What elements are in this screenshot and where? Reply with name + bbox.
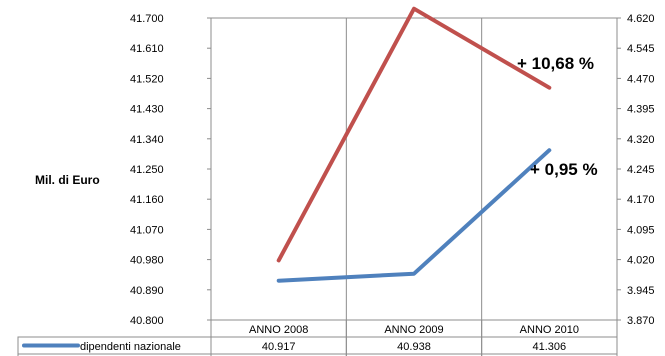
right-tick-label: 4.020 [627,255,655,267]
category-label: ANNO 2008 [249,324,308,336]
right-tick-label: 4.470 [627,73,655,85]
y-axis-label: Mil. di Euro [35,173,100,187]
series-lines [276,6,552,283]
left-tick-label: 41.610 [130,43,164,55]
series-line-dipendenti-nazionale [276,148,552,283]
category-label: ANNO 2009 [384,324,443,336]
data-table: ANNO 2008 ANNO 2009 ANNO 2010 dipendenti na… [17,319,618,356]
left-tick-label: 41.430 [130,104,164,116]
legend-cell-border [17,353,212,356]
left-tick-label: 40.800 [130,315,164,327]
value-cell-border [210,353,347,356]
data-label: 41.306 [533,341,567,353]
right-tick-label: 4.245 [627,164,655,176]
right-tick-label: 4.095 [627,224,655,236]
annotation-regionale: + 10,68 % [517,54,594,73]
left-tick-label: 41.250 [130,164,164,176]
right-tick-label: 4.545 [627,43,655,55]
right-tick-label: 4.395 [627,104,655,116]
left-tick-label: 40.890 [130,285,164,297]
right-tick-label: 4.620 [627,13,655,25]
value-cell-border [345,353,483,356]
right-tick-label: 4.170 [627,194,655,206]
category-label: ANNO 2010 [520,324,579,336]
left-tick-label: 41.160 [130,194,164,206]
right-tick-label: 4.320 [627,134,655,146]
right-axis-ticks: 3.870 3.945 4.020 4.095 4.170 4.245 4.320 4.395… [617,13,655,327]
left-tick-label: 41.070 [130,224,164,236]
series-line-dipendenti-regionale [276,6,552,263]
left-tick-label: 41.520 [130,73,164,85]
legend-label: dipendenti nazionale [80,341,181,353]
annotation-nazionale: + 0,95 % [530,160,598,179]
right-tick-label: 3.870 [627,315,655,327]
right-tick-label: 3.945 [627,285,655,297]
left-axis-ticks: 40.800 40.890 40.980 41.070 41.160 41.250 41.3… [130,13,211,327]
value-cell-border [481,353,618,356]
left-tick-label: 41.700 [130,13,164,25]
left-tick-label: 41.340 [130,134,164,146]
data-label: 40.917 [262,341,296,353]
left-tick-label: 40.980 [130,255,164,267]
data-label: 40.938 [397,341,431,353]
